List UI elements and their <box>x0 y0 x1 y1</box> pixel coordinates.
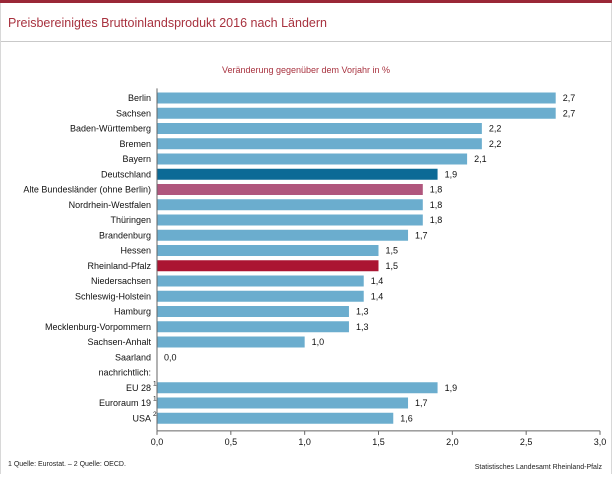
category-label: Hessen <box>120 246 151 256</box>
category-label: Saarland <box>115 352 151 362</box>
x-tick-label: 2,0 <box>446 437 459 447</box>
category-label: EU 28 <box>126 383 151 393</box>
value-label: 1,6 <box>400 413 413 423</box>
bar <box>157 306 349 317</box>
bar <box>157 397 409 409</box>
bar <box>157 214 423 226</box>
category-label: nachrichtlich: <box>98 368 151 378</box>
value-label: 0,0 <box>164 352 177 362</box>
value-label: 1,5 <box>386 261 399 271</box>
value-label: 1,7 <box>415 398 428 408</box>
bar <box>157 92 556 104</box>
x-tick-label: 2,5 <box>520 437 533 447</box>
bar <box>157 321 349 333</box>
value-label: 1,8 <box>430 215 443 225</box>
category-footnote-marker: 1 <box>153 396 157 403</box>
value-label: 1,7 <box>415 230 428 240</box>
bar <box>157 184 423 195</box>
bar <box>157 336 305 348</box>
value-label: 2,7 <box>563 108 576 118</box>
value-label: 2,7 <box>563 93 576 103</box>
value-label: 1,3 <box>356 322 369 332</box>
value-label: 1,8 <box>430 200 443 210</box>
value-label: 1,8 <box>430 185 443 195</box>
bar <box>157 275 364 287</box>
category-label: Thüringen <box>110 215 151 225</box>
bar <box>157 229 409 241</box>
category-label: Bremen <box>119 139 151 149</box>
bar <box>157 199 423 211</box>
bar <box>157 123 482 134</box>
bar-chart: Berlin 2,7 Sachsen 2,7 Baden-Württemberg 2,2 B… <box>23 88 607 447</box>
chart-title: Preisbereinigtes Bruttoinlandsprodukt 20… <box>8 16 327 30</box>
value-label: 1,9 <box>445 169 458 179</box>
bar <box>157 168 438 180</box>
category-label: Mecklenburg-Vorpommern <box>45 322 151 332</box>
category-label: Baden-Württemberg <box>70 124 151 134</box>
value-label: 1,4 <box>371 276 384 286</box>
frame-left-border <box>0 3 1 474</box>
bar <box>157 412 394 424</box>
category-footnote-marker: 1 <box>153 380 157 387</box>
category-label: Deutschland <box>101 169 151 179</box>
category-label: Sachsen-Anhalt <box>87 337 151 347</box>
value-label: 2,2 <box>489 124 502 134</box>
value-label: 1,0 <box>312 337 325 347</box>
category-label: Schleswig-Holstein <box>75 291 151 301</box>
x-tick-label: 1,5 <box>372 437 385 447</box>
value-label: 1,3 <box>356 307 369 317</box>
x-tick-label: 1,0 <box>298 437 311 447</box>
category-label: Hamburg <box>114 307 151 317</box>
category-label: Bayern <box>122 154 151 164</box>
x-tick-label: 3,0 <box>594 437 607 447</box>
bar <box>157 138 482 150</box>
chart-subtitle: Veränderung gegenüber dem Vorjahr in % <box>221 65 391 75</box>
value-label: 1,4 <box>371 291 384 301</box>
category-label: Rheinland-Pfalz <box>87 261 151 271</box>
value-label: 2,1 <box>474 154 487 164</box>
value-label: 1,5 <box>386 246 399 256</box>
category-label: USA <box>132 413 151 423</box>
bar <box>157 107 556 119</box>
bar <box>157 245 379 256</box>
category-label: Brandenburg <box>99 230 151 240</box>
category-label: Sachsen <box>116 108 151 118</box>
value-label: 2,2 <box>489 139 502 149</box>
bar <box>157 260 379 272</box>
value-label: 1,9 <box>445 383 458 393</box>
footnote: 1 Quelle: Eurostat. – 2 Quelle: OECD. <box>8 461 126 468</box>
category-footnote-marker: 2 <box>153 411 157 418</box>
category-label: Nordrhein-Westfalen <box>69 200 151 210</box>
category-label: Berlin <box>128 93 151 103</box>
x-tick-label: 0,0 <box>151 437 164 447</box>
x-tick-label: 0,5 <box>225 437 238 447</box>
bar <box>157 153 468 165</box>
source-note: Statistisches Landesamt Rheinland-Pfalz <box>474 464 602 471</box>
bar <box>157 290 364 302</box>
category-label: Euroraum 19 <box>99 398 151 408</box>
bar <box>157 382 438 394</box>
category-label: Alte Bundesländer (ohne Berlin) <box>23 185 151 195</box>
title-divider <box>0 41 612 42</box>
category-label: Niedersachsen <box>91 276 151 286</box>
